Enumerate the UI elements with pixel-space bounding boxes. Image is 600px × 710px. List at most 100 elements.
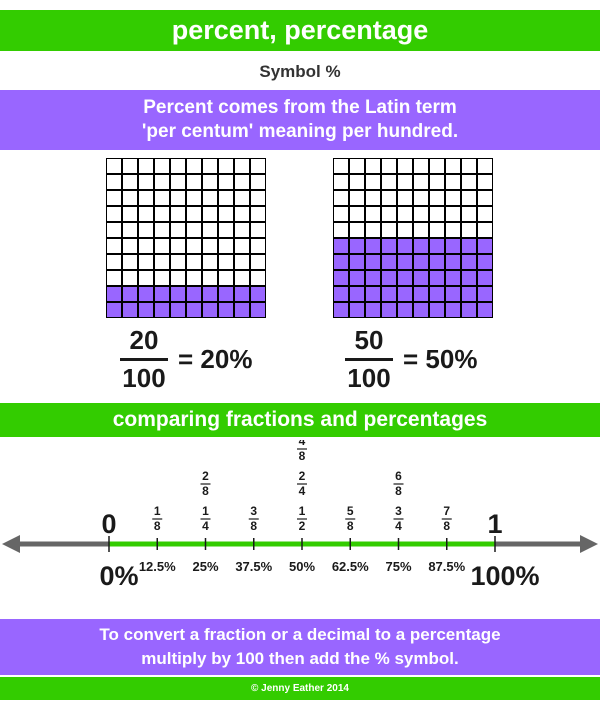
grid-cell-shaded <box>477 238 493 254</box>
grid-cell <box>154 158 170 174</box>
grid-cell <box>234 174 250 190</box>
grid-cell <box>170 222 186 238</box>
grid-cell <box>202 238 218 254</box>
grid-cell-shaded <box>461 270 477 286</box>
grid-cell-shaded <box>381 302 397 318</box>
fraction: 50 100 <box>345 325 393 394</box>
fraction-numerator: 1 <box>299 504 306 518</box>
grid-cell <box>154 206 170 222</box>
grid-cell-shaded <box>397 302 413 318</box>
grid-cell <box>138 206 154 222</box>
grid-cell <box>461 222 477 238</box>
grid-cell-shaded <box>413 254 429 270</box>
grid-cell <box>365 222 381 238</box>
fraction-equation-50: 50 100 = 50% <box>345 325 477 394</box>
equals-percent: = 20% <box>178 344 253 374</box>
grid-cell <box>122 270 138 286</box>
grid-cell-shaded <box>477 270 493 286</box>
fraction-denominator: 8 <box>395 484 402 498</box>
fraction-denominator: 8 <box>443 519 450 533</box>
grid-cell <box>234 270 250 286</box>
grid-cell <box>445 222 461 238</box>
grid-cell <box>250 158 266 174</box>
grid-cell <box>138 254 154 270</box>
grid-cell-shaded <box>349 270 365 286</box>
grid-cell <box>218 270 234 286</box>
grid-cell <box>397 174 413 190</box>
fraction: 20 100 <box>120 325 168 394</box>
fraction-denominator: 8 <box>202 484 209 498</box>
grid-cell <box>202 254 218 270</box>
grid-cell-shaded <box>413 302 429 318</box>
grid-cell <box>154 270 170 286</box>
grid-cell <box>218 238 234 254</box>
grid-cell <box>381 206 397 222</box>
percent-label: 62.5% <box>332 559 369 574</box>
percent-label: 87.5% <box>428 559 465 574</box>
grid-cell <box>218 158 234 174</box>
grid-cell <box>413 222 429 238</box>
grid-cell <box>413 206 429 222</box>
grid-cell <box>106 238 122 254</box>
grid-cell-shaded <box>333 270 349 286</box>
grid-cell <box>477 174 493 190</box>
grid-cell <box>250 254 266 270</box>
grid-cell <box>170 174 186 190</box>
grid-cell-shaded <box>413 238 429 254</box>
grid-cell-shaded <box>333 238 349 254</box>
percent-label: 12.5% <box>139 559 176 574</box>
grid-cell-shaded <box>250 286 266 302</box>
numerator: 50 <box>354 325 384 355</box>
grid-cell <box>234 254 250 270</box>
grid-cell <box>122 222 138 238</box>
grid-cell <box>202 270 218 286</box>
grid-cell-shaded <box>461 254 477 270</box>
grid-cell-shaded <box>138 302 154 318</box>
percent-label: 50% <box>289 559 315 574</box>
grid-cell-shaded <box>365 238 381 254</box>
grid-cell <box>365 174 381 190</box>
grid-cell <box>202 158 218 174</box>
intro-bar: Percent comes from the Latin term 'per c… <box>0 90 600 150</box>
grid-cell <box>333 222 349 238</box>
fraction-numerator: 1 <box>202 504 209 518</box>
grid-cell <box>397 206 413 222</box>
grid-cell <box>461 174 477 190</box>
grid-cell <box>154 222 170 238</box>
tip-bar: To convert a fraction or a decimal to a … <box>0 619 600 675</box>
grid-cell <box>186 238 202 254</box>
intro-line-1: Percent comes from the Latin term <box>143 97 457 118</box>
grid-cell <box>186 174 202 190</box>
grid-cell-shaded <box>381 254 397 270</box>
grid-cell <box>122 238 138 254</box>
grid-cell <box>122 158 138 174</box>
grid-cell <box>381 174 397 190</box>
grid-cell <box>186 158 202 174</box>
grid-cell <box>397 190 413 206</box>
grid-cell <box>122 254 138 270</box>
grid-cell <box>154 254 170 270</box>
grid-cell <box>186 190 202 206</box>
intro-line-2: 'per centum' meaning per hundred. <box>141 121 459 142</box>
grid-cell <box>138 222 154 238</box>
grid-cell-shaded <box>365 270 381 286</box>
grid-cell-shaded <box>138 286 154 302</box>
grid-cell <box>250 270 266 286</box>
grid-cell-shaded <box>429 270 445 286</box>
fraction-denominator: 4 <box>395 519 402 533</box>
grid-cell <box>106 254 122 270</box>
grid-cell-shaded <box>186 286 202 302</box>
grid-cell <box>445 190 461 206</box>
grid-cell <box>381 222 397 238</box>
grid-cell <box>445 158 461 174</box>
grid-cell <box>234 206 250 222</box>
fraction-denominator: 8 <box>299 449 306 463</box>
grid-cell <box>250 222 266 238</box>
equals-percent: = 50% <box>403 344 478 374</box>
percent-label: 25% <box>192 559 218 574</box>
grid-cell <box>349 206 365 222</box>
grid-cell-shaded <box>381 238 397 254</box>
left-arrow-icon <box>2 535 20 553</box>
hundred-grid-20 <box>106 158 266 318</box>
grid-cell-shaded <box>429 286 445 302</box>
